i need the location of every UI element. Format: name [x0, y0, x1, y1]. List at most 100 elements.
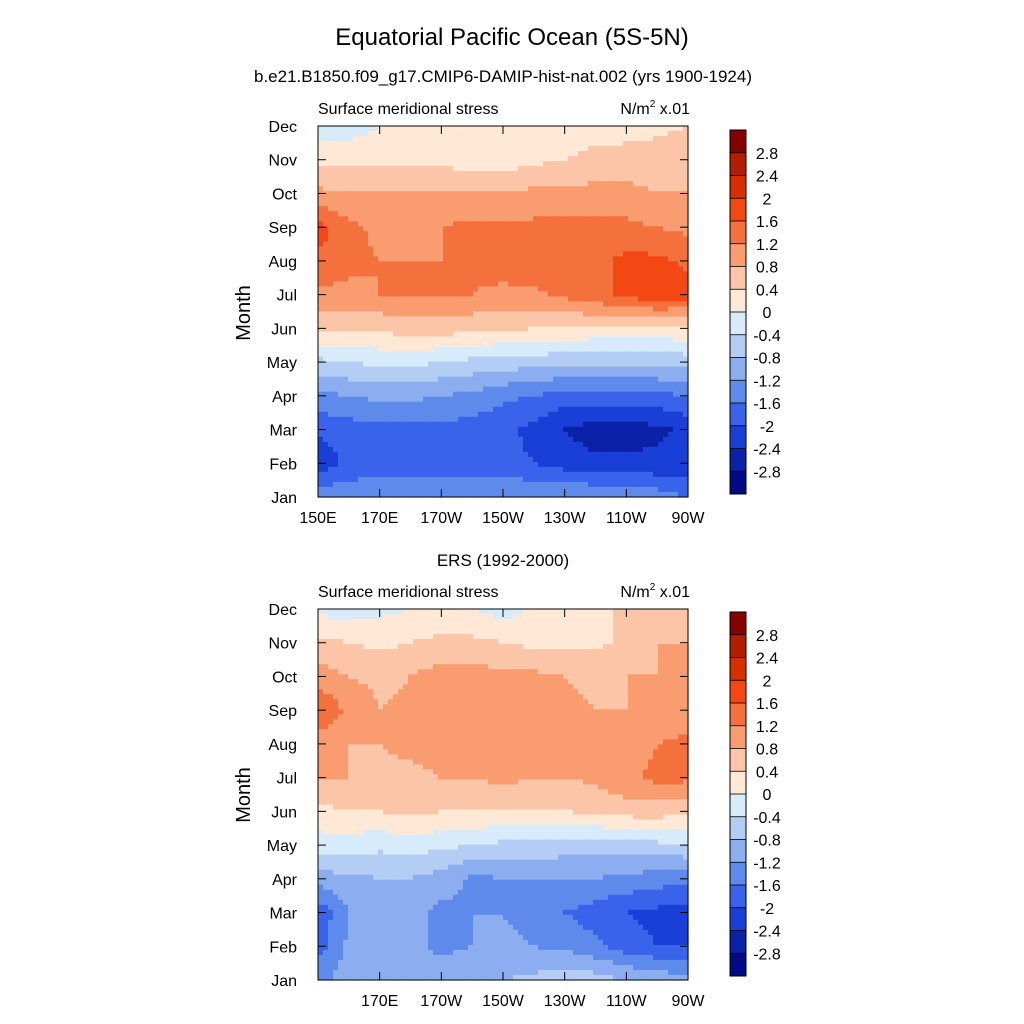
heatmap-cell: [353, 251, 359, 257]
heatmap-cell: [628, 361, 634, 368]
heatmap-cell: [318, 446, 324, 453]
heatmap-cell: [663, 131, 669, 137]
heatmap-cell: [393, 396, 399, 403]
heatmap-cell: [488, 206, 494, 212]
heatmap-cell: [523, 126, 529, 132]
heatmap-cell: [558, 251, 564, 257]
heatmap-cell: [558, 266, 564, 272]
heatmap-cell: [353, 376, 359, 383]
heatmap-cell: [653, 131, 659, 137]
heatmap-cell: [668, 161, 674, 167]
heatmap-cell: [583, 401, 589, 408]
heatmap-cell: [638, 411, 644, 418]
heatmap-cell: [398, 231, 404, 237]
heatmap-cell: [408, 441, 414, 448]
heatmap-cell: [653, 416, 659, 423]
heatmap-cell: [403, 441, 409, 448]
heatmap-cell: [408, 161, 414, 167]
heatmap-cell: [433, 431, 439, 438]
heatmap-cell: [433, 371, 439, 378]
heatmap-cell: [673, 291, 679, 298]
heatmap-cell: [318, 421, 324, 428]
heatmap-cell: [518, 191, 524, 197]
heatmap-cell: [508, 301, 514, 308]
heatmap-cell: [383, 326, 389, 333]
heatmap-cell: [323, 406, 329, 413]
heatmap-cell: [638, 296, 644, 303]
heatmap-cell: [428, 221, 434, 227]
heatmap-cell: [453, 336, 459, 343]
heatmap-cell: [478, 321, 484, 328]
heatmap-cell: [683, 206, 689, 212]
heatmap-cell: [593, 436, 599, 443]
heatmap-cell: [318, 306, 324, 313]
heatmap-cell: [638, 236, 644, 242]
heatmap-cell: [513, 206, 519, 212]
heatmap-cell: [373, 376, 379, 383]
heatmap-cell: [388, 371, 394, 378]
heatmap-cell: [598, 336, 604, 343]
heatmap-cell: [343, 256, 349, 262]
heatmap-cell: [658, 456, 664, 463]
heatmap-cell: [503, 231, 509, 237]
heatmap-cell: [668, 131, 674, 137]
heatmap-cell: [468, 416, 474, 423]
heatmap-cell: [328, 351, 334, 358]
heatmap-cell: [383, 336, 389, 343]
heatmap-cell: [668, 371, 674, 378]
heatmap-cell: [638, 336, 644, 343]
heatmap-cell: [318, 351, 324, 358]
heatmap-cell: [338, 246, 344, 252]
heatmap-cell: [423, 296, 429, 303]
heatmap-cell: [553, 451, 559, 458]
heatmap-cell: [478, 246, 484, 252]
heatmap-cell: [368, 456, 374, 463]
heatmap-cell: [468, 371, 474, 378]
heatmap-cell: [543, 316, 549, 323]
heatmap-cell: [488, 416, 494, 423]
heatmap-cell: [423, 261, 429, 267]
heatmap-cell: [578, 361, 584, 368]
heatmap-cell: [373, 251, 379, 257]
heatmap-cell: [548, 426, 554, 433]
heatmap-cell: [508, 266, 514, 272]
heatmap-cell: [593, 241, 599, 247]
heatmap-cell: [643, 136, 649, 142]
heatmap-cell: [398, 396, 404, 403]
heatmap-cell: [643, 246, 649, 252]
heatmap-cell: [513, 221, 519, 227]
heatmap-cell: [598, 236, 604, 242]
heatmap-cell: [333, 141, 339, 147]
heatmap-cell: [563, 396, 569, 403]
heatmap-cell: [453, 161, 459, 167]
heatmap-cell: [668, 446, 674, 453]
heatmap-cell: [578, 316, 584, 323]
heatmap-cell: [658, 161, 664, 167]
heatmap-cell: [638, 286, 644, 293]
heatmap-cell: [503, 276, 509, 283]
heatmap-cell: [583, 296, 589, 303]
heatmap-cell: [403, 201, 409, 207]
heatmap-cell: [513, 336, 519, 343]
heatmap-cell: [458, 191, 464, 197]
heatmap-cell: [398, 391, 404, 398]
heatmap-cell: [683, 221, 689, 227]
heatmap-cell: [593, 441, 599, 448]
heatmap-cell: [518, 421, 524, 428]
heatmap-cell: [433, 336, 439, 343]
heatmap-cell: [323, 196, 329, 202]
heatmap-cell: [598, 256, 604, 262]
heatmap-cell: [333, 361, 339, 368]
heatmap-cell: [673, 166, 679, 172]
heatmap-cell: [358, 291, 364, 298]
heatmap-cell: [543, 301, 549, 308]
heatmap-cell: [658, 126, 664, 132]
heatmap-cell: [518, 256, 524, 262]
heatmap-cell: [618, 431, 624, 438]
heatmap-cell: [588, 336, 594, 343]
heatmap-cell: [483, 391, 489, 398]
heatmap-cell: [358, 126, 364, 132]
heatmap-cell: [643, 311, 649, 318]
heatmap-cell: [323, 296, 329, 303]
heatmap-cell: [613, 131, 619, 137]
